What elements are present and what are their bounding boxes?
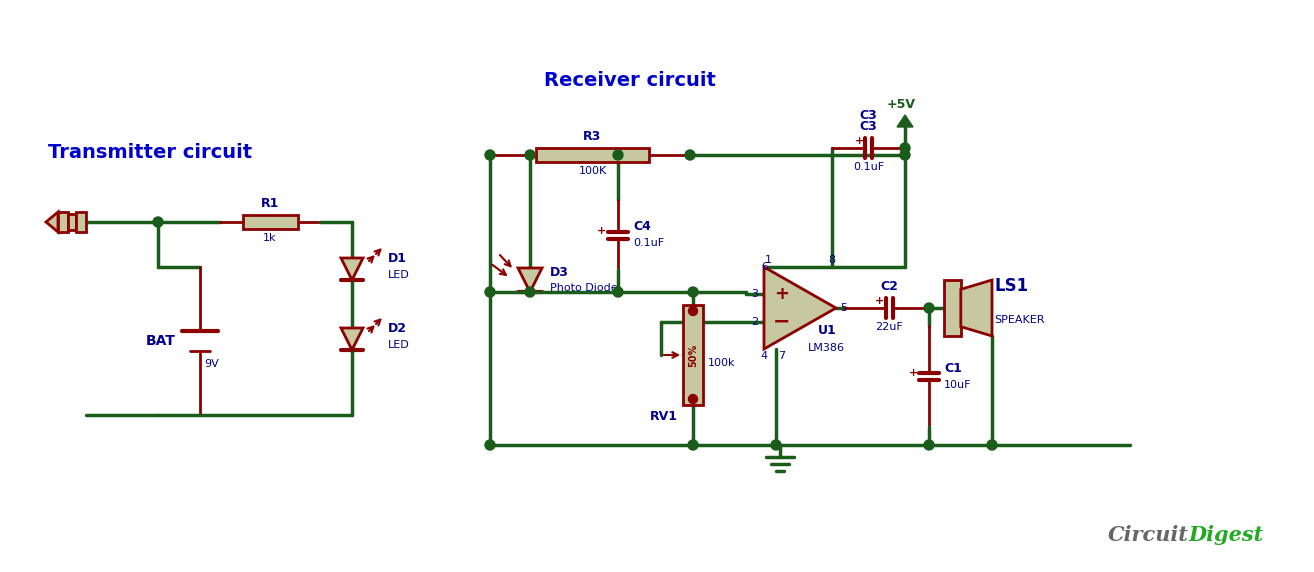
Text: R3: R3	[583, 130, 602, 143]
Text: LED: LED	[388, 270, 410, 280]
Text: Circuit: Circuit	[1108, 525, 1189, 545]
Polygon shape	[46, 212, 58, 232]
Text: 0.1uF: 0.1uF	[633, 238, 664, 248]
Text: SPEAKER: SPEAKER	[993, 315, 1045, 325]
Polygon shape	[518, 268, 541, 292]
Text: 5: 5	[840, 303, 848, 313]
Bar	[68, 214, 76, 230]
Bar	[536, 148, 649, 162]
Text: 9V: 9V	[204, 359, 218, 369]
Circle shape	[485, 287, 495, 297]
Circle shape	[900, 150, 911, 160]
Circle shape	[485, 440, 495, 450]
Text: RV1: RV1	[650, 410, 678, 423]
Text: +: +	[875, 296, 884, 306]
Text: D3: D3	[551, 265, 569, 279]
Circle shape	[485, 150, 495, 160]
Text: D2: D2	[388, 323, 407, 336]
Text: Receiver circuit: Receiver circuit	[544, 70, 716, 89]
Text: LM386: LM386	[808, 343, 845, 353]
Polygon shape	[342, 258, 363, 280]
Polygon shape	[342, 328, 363, 350]
Bar	[243, 215, 297, 229]
Text: 1: 1	[765, 255, 771, 265]
Text: 100K: 100K	[578, 166, 607, 176]
Text: 0.1uF: 0.1uF	[853, 162, 884, 172]
Text: 2: 2	[750, 317, 758, 327]
Text: +: +	[908, 368, 917, 378]
Text: C3: C3	[859, 109, 878, 122]
Text: Transmitter circuit: Transmitter circuit	[49, 144, 252, 162]
Circle shape	[614, 150, 623, 160]
Text: LS1: LS1	[993, 277, 1028, 295]
Text: LED: LED	[388, 340, 410, 350]
Circle shape	[771, 440, 781, 450]
Text: C4: C4	[633, 220, 650, 233]
Polygon shape	[897, 115, 913, 127]
Circle shape	[689, 287, 698, 297]
Circle shape	[526, 150, 535, 160]
Text: C1: C1	[943, 362, 962, 375]
Text: 4: 4	[761, 351, 767, 361]
Text: 10uF: 10uF	[943, 379, 971, 390]
Circle shape	[689, 307, 698, 316]
Bar	[58, 212, 68, 232]
Text: +5V: +5V	[887, 98, 916, 111]
Text: +: +	[598, 227, 607, 236]
Circle shape	[689, 440, 698, 450]
Text: D1: D1	[388, 252, 407, 265]
Text: BAT: BAT	[146, 334, 176, 348]
Circle shape	[900, 143, 911, 153]
Text: 3: 3	[752, 289, 758, 299]
Text: Photo Diode: Photo Diode	[551, 283, 618, 293]
Circle shape	[526, 287, 535, 297]
Text: Digest: Digest	[1188, 525, 1263, 545]
Bar	[943, 280, 961, 336]
Text: C3: C3	[859, 120, 878, 133]
Circle shape	[685, 150, 695, 160]
Circle shape	[924, 440, 934, 450]
Circle shape	[689, 395, 698, 403]
Text: U1: U1	[819, 324, 837, 336]
Text: C2: C2	[880, 280, 897, 293]
Text: +: +	[774, 285, 790, 303]
Text: 100k: 100k	[708, 358, 736, 368]
Circle shape	[614, 287, 623, 297]
Text: −: −	[773, 312, 791, 332]
Bar	[76, 212, 85, 232]
Text: R1: R1	[260, 197, 279, 210]
Text: 6: 6	[761, 262, 767, 272]
Text: 1k: 1k	[263, 233, 277, 243]
Text: 7: 7	[778, 351, 786, 361]
Circle shape	[987, 440, 997, 450]
Circle shape	[924, 303, 934, 313]
Bar	[683, 305, 703, 405]
Text: +: +	[854, 136, 863, 146]
Polygon shape	[763, 267, 836, 349]
Text: 8: 8	[828, 255, 836, 265]
Text: 22uF: 22uF	[875, 322, 903, 332]
Text: 50%: 50%	[689, 343, 698, 367]
Circle shape	[152, 217, 163, 227]
Polygon shape	[961, 280, 992, 336]
